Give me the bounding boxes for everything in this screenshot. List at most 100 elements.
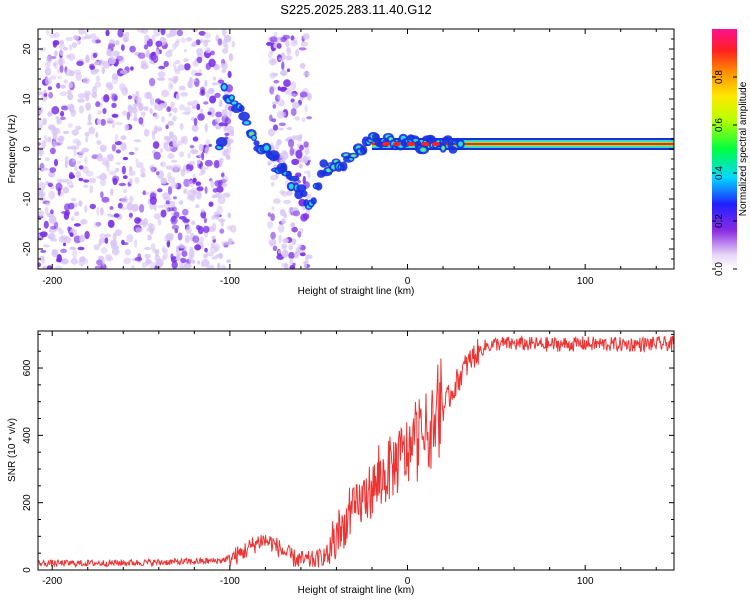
noise-speckle xyxy=(140,172,146,178)
ridge-blob xyxy=(280,162,288,174)
noise-speckle xyxy=(155,49,160,57)
noise-speckle xyxy=(292,210,301,217)
noise-speckle xyxy=(201,151,205,161)
noise-speckle xyxy=(100,118,106,126)
noise-speckle xyxy=(101,257,106,266)
noise-speckle xyxy=(214,63,219,69)
noise-speckle xyxy=(211,256,218,260)
noise-speckle xyxy=(41,140,46,149)
noise-speckle xyxy=(268,85,277,92)
noise-speckle xyxy=(182,111,190,115)
noise-speckle xyxy=(194,244,202,251)
noise-speckle xyxy=(224,132,230,136)
noise-speckle xyxy=(210,242,215,249)
noise-speckle xyxy=(288,244,294,251)
noise-speckle xyxy=(267,128,276,137)
noise-speckle xyxy=(198,69,203,74)
noise-speckle xyxy=(180,136,186,143)
noise-speckle xyxy=(121,44,125,51)
noise-speckle xyxy=(167,186,173,195)
noise-speckle xyxy=(85,170,94,177)
noise-speckle xyxy=(166,106,171,113)
noise-speckle xyxy=(185,168,191,174)
noise-speckle xyxy=(64,210,71,216)
noise-speckle xyxy=(187,80,194,89)
noise-speckle xyxy=(76,39,81,45)
noise-speckle xyxy=(74,211,80,217)
noise-speckle xyxy=(165,200,170,205)
noise-speckle xyxy=(270,174,278,181)
noise-speckle xyxy=(102,174,108,180)
noise-speckle xyxy=(90,33,97,38)
colorbar-tick-label: 0.4 xyxy=(714,166,725,180)
noise-speckle xyxy=(277,99,285,107)
noise-speckle xyxy=(218,252,223,260)
noise-speckle xyxy=(149,228,154,235)
noise-speckle xyxy=(93,61,100,66)
noise-speckle xyxy=(272,124,279,131)
noise-speckle xyxy=(66,182,74,187)
noise-speckle xyxy=(85,93,90,102)
noise-speckle xyxy=(294,116,301,121)
noise-speckle xyxy=(284,40,290,48)
noise-speckle xyxy=(198,172,203,176)
noise-speckle xyxy=(74,202,78,208)
noise-speckle xyxy=(219,157,224,163)
noise-speckle xyxy=(88,177,97,184)
noise-speckle xyxy=(69,70,75,77)
noise-speckle xyxy=(111,119,116,129)
noise-speckle xyxy=(301,117,306,122)
noise-speckle xyxy=(42,244,50,248)
noise-speckle xyxy=(88,126,95,135)
noise-speckle xyxy=(273,198,281,204)
noise-speckle xyxy=(204,186,208,194)
noise-speckle xyxy=(44,206,49,215)
noise-speckle xyxy=(147,234,152,241)
noise-speckle xyxy=(187,101,193,106)
noise-speckle xyxy=(203,32,211,39)
noise-speckle xyxy=(129,166,133,173)
noise-speckle xyxy=(44,157,50,162)
noise-speckle xyxy=(163,196,172,202)
noise-speckle xyxy=(188,160,196,166)
noise-speckle xyxy=(271,101,278,105)
noise-speckle xyxy=(52,40,60,46)
ridge-blob-peak xyxy=(421,148,426,152)
x-tick-label: 0 xyxy=(405,576,411,587)
noise-speckle xyxy=(53,60,59,70)
noise-speckle xyxy=(53,50,58,57)
noise-speckle xyxy=(96,118,102,125)
noise-speckle xyxy=(207,251,214,257)
colorbar-label: Normalized spectral amplitude xyxy=(738,81,749,216)
noise-speckle xyxy=(208,58,216,68)
noise-speckle xyxy=(161,89,170,98)
noise-speckle xyxy=(45,201,50,207)
noise-speckle xyxy=(152,141,160,149)
noise-speckle xyxy=(111,144,117,152)
noise-speckle xyxy=(120,142,127,151)
noise-speckle xyxy=(62,186,70,194)
noise-speckle xyxy=(157,219,162,226)
noise-speckle xyxy=(62,130,70,135)
noise-speckle xyxy=(172,62,177,69)
y-tick-label: 200 xyxy=(22,494,33,511)
noise-speckle xyxy=(176,29,184,37)
noise-speckle xyxy=(114,133,119,143)
ridge-blob xyxy=(319,159,329,168)
noise-speckle xyxy=(270,213,275,222)
noise-speckle xyxy=(171,224,180,230)
noise-speckle xyxy=(281,218,287,225)
y-tick-label: 20 xyxy=(22,43,33,55)
noise-speckle xyxy=(200,165,206,174)
noise-speckle xyxy=(120,135,127,141)
noise-speckle xyxy=(122,175,128,180)
noise-speckle xyxy=(69,229,76,233)
noise-speckle xyxy=(279,159,286,164)
noise-speckle xyxy=(214,92,221,98)
noise-speckle xyxy=(68,82,74,89)
noise-speckle xyxy=(281,61,285,71)
noise-speckle xyxy=(218,99,223,108)
noise-speckle xyxy=(267,212,272,217)
noise-speckle xyxy=(38,142,41,146)
x-tick-label: -200 xyxy=(42,276,62,287)
